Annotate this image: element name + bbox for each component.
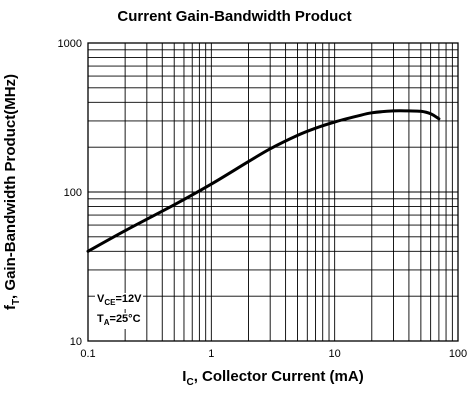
x-tick-label: 0.1: [80, 348, 95, 360]
x-tick-label: 10: [329, 348, 341, 360]
y-tick-label: 100: [64, 187, 82, 199]
y-tick-label: 1000: [58, 38, 82, 50]
annotation-ta: TA=25°C: [95, 313, 143, 330]
chart-title: Current Gain-Bandwidth Product: [117, 8, 352, 25]
tick-labels: 0.1 1 10 100 10 100 1000: [58, 38, 468, 360]
series-line: [86, 109, 441, 253]
annotation-vce: VCE=12V: [95, 293, 144, 310]
x-tick-label: 1: [208, 348, 214, 360]
x-tick-label: 100: [449, 348, 467, 360]
y-tick-label: 10: [70, 336, 82, 348]
grid-lines: [88, 43, 458, 341]
plot-frame: [87, 42, 459, 342]
x-axis-label: IC, Collector Current (mA): [182, 368, 364, 388]
